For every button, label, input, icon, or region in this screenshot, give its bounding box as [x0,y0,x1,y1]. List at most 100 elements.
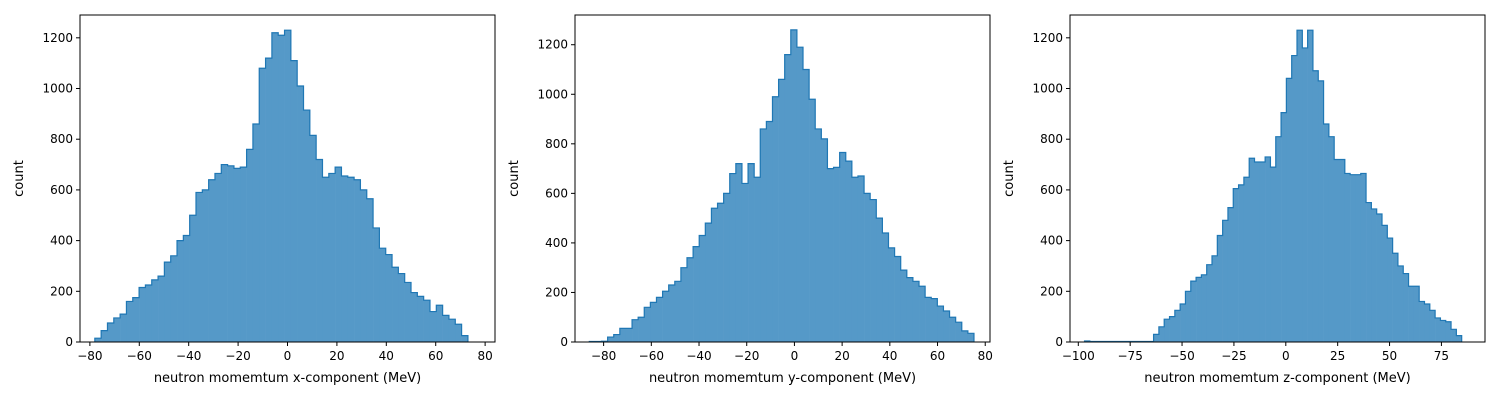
histogram-bar [723,193,731,342]
histogram-bar [1445,321,1452,342]
x-tick-label: −50 [1169,349,1194,363]
y-tick-label: 200 [545,285,568,299]
histogram-bar [461,335,469,342]
y-tick-label: 800 [50,132,73,146]
histogram-bar [680,267,688,342]
histogram-bar [1259,162,1266,342]
histogram-bar [379,248,387,342]
x-tick-label: 80 [477,349,492,363]
x-tick-label: 60 [930,349,945,363]
histogram-bar [1217,235,1223,342]
histogram-bar [955,322,963,342]
x-axis-label: neutron momemtum y-component (MeV) [649,371,916,386]
y-tick-label: 600 [1040,183,1063,197]
y-tick-label: 1000 [1032,82,1063,96]
histogram-bar [1413,286,1420,342]
histogram-bar [864,193,871,342]
histogram-bar [1153,334,1160,342]
x-tick-label: 25 [1330,349,1345,363]
histogram-bar [429,311,437,342]
histogram-bar [613,334,621,342]
x-tick-label: −100 [1062,349,1095,363]
histogram-bar [888,247,895,342]
x-tick-label: −40 [176,349,201,363]
histogram-bar [436,305,443,342]
histogram-bar [650,302,657,342]
histogram-bar [1233,188,1239,342]
histogram-bar [139,287,146,342]
y-axis-label: count [507,160,522,197]
histogram-bar [392,267,399,342]
histogram-bar [638,317,645,342]
histogram-outline [94,29,469,342]
x-tick-label: 80 [978,349,993,363]
histogram-bar [870,199,877,342]
histogram-bar [196,192,203,342]
histogram-bar [687,257,694,342]
histogram-bar [1206,264,1213,342]
histogram-bar [113,317,121,342]
histogram-bar [717,203,724,342]
y-tick-label: 200 [1040,284,1063,298]
histogram-bar [772,96,779,342]
histogram-bar [699,235,706,342]
histogram-bar [625,328,633,343]
histogram-bars [94,30,469,343]
histogram-bar [931,298,938,342]
histogram-bar [1243,177,1250,342]
histogram-bar [790,29,798,343]
histogram-bar [821,138,828,342]
y-tick-label: 0 [560,335,568,349]
histogram-bar [1424,303,1431,342]
x-tick-label: −20 [734,349,759,363]
histogram-bar [803,69,810,342]
x-tick-label: −80 [591,349,616,363]
histogram-bar [760,128,767,342]
histogram-bar [411,292,418,342]
histogram-bar [404,282,412,342]
histogram-bar [845,161,853,342]
histogram-bar [937,306,944,342]
histogram-bar [1371,208,1377,342]
histogram-bar [912,281,920,342]
histogram-bar [1451,329,1457,342]
histogram-bar [1350,174,1356,342]
histogram-bar [735,163,743,342]
histogram-bar [1190,281,1197,342]
histogram-bar [925,297,932,342]
x-tick-label: 0 [1282,349,1290,363]
histogram-bar [347,177,355,342]
y-tick-label: 1200 [1032,31,1063,45]
histogram-bar [1382,225,1388,342]
x-tick-label: −20 [225,349,250,363]
histogram-bar [1397,265,1404,342]
chart-panel-2: −80 −60 −40 −20 0 20 40 60 800200400600800100012… [507,14,993,386]
histogram-bar [705,223,712,342]
histogram-bar [240,167,247,342]
histogram-bar [1265,156,1271,342]
histogram-bar [949,317,956,342]
histogram-bar [1174,310,1181,342]
x-tick-label: 75 [1434,349,1449,363]
y-tick-label: 1000 [537,87,568,101]
histogram-bar [341,175,349,342]
histogram-bar [668,285,676,342]
histogram-bar [265,58,273,343]
histogram-bar [1387,238,1393,342]
histogram-bar [1286,78,1292,343]
y-tick-label: 1200 [537,38,568,52]
x-tick-label: −75 [1118,349,1143,363]
histogram-bar [1212,255,1218,342]
histogram-bar [766,121,773,343]
histogram-bar [1456,335,1462,342]
histogram-bar [208,179,216,342]
x-tick-label: −80 [77,349,102,363]
x-axis-label: neutron momemtum z-component (MeV) [1144,371,1410,386]
histogram-bar [442,315,450,342]
histogram-bar [857,176,865,342]
histogram-bar [1302,47,1308,342]
y-tick-label: 400 [50,234,73,248]
histogram-bar [132,297,140,342]
histogram-bar [851,177,859,342]
histogram-bar [1312,70,1319,343]
